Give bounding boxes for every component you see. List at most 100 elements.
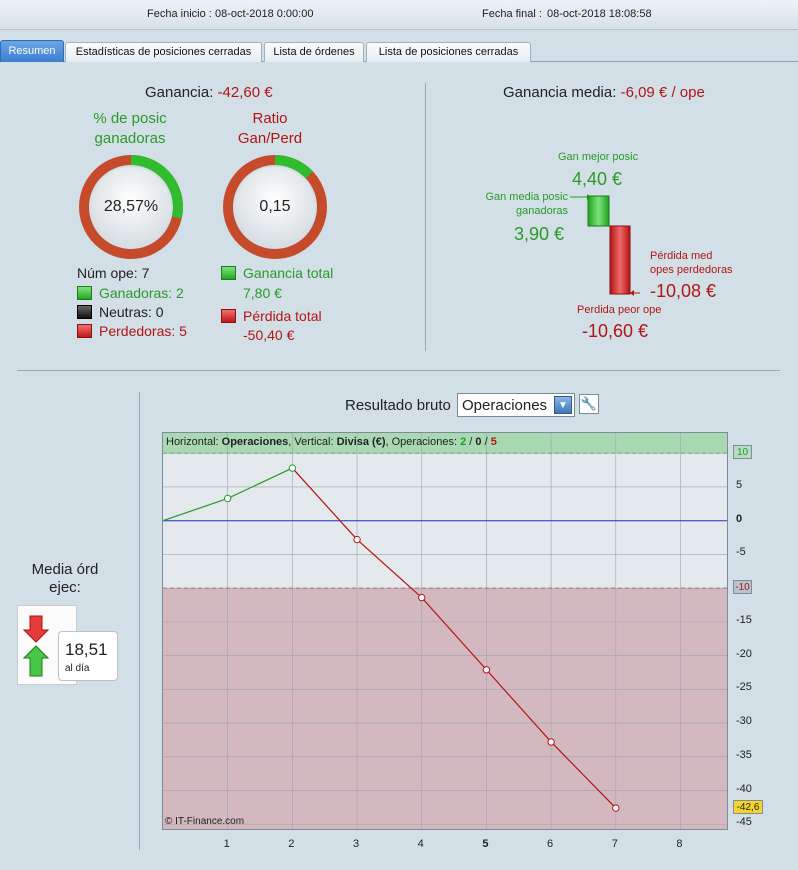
- ratio-title-line2: Gan/Perd: [237, 130, 303, 147]
- winners-ring-win-arc: [79, 155, 183, 259]
- y-tick-label: -20: [736, 647, 752, 660]
- total-gain-value: 7,80 €: [243, 285, 282, 301]
- ratio-value: 0,15: [259, 198, 291, 215]
- ratio-ring: [223, 155, 327, 259]
- avg-orders-label-line1: Media órd: [31, 561, 99, 578]
- avg-loss-label-line2: opes perdedoras: [650, 264, 733, 276]
- tab-orders-list[interactable]: Lista de órdenes: [264, 42, 364, 62]
- ratio-gauge: 0,15: [223, 155, 327, 259]
- losers-count: Perdedoras: 5: [99, 323, 187, 339]
- orders-per-day-unit: al día: [65, 663, 90, 674]
- average-profit-line: Ganancia media: -6,09 € / ope: [503, 84, 705, 101]
- best-position-label: Gan mejor posic: [558, 151, 639, 163]
- data-point[interactable]: [612, 804, 620, 812]
- data-point[interactable]: [353, 535, 361, 544]
- data-point[interactable]: [288, 464, 297, 472]
- chart-title: Resultado bruto: [345, 397, 451, 414]
- section-divider: [425, 83, 426, 351]
- worst-op-label: Perdida peor ope: [577, 304, 662, 316]
- profit-label: Ganancia:: [145, 84, 214, 101]
- data-point[interactable]: [223, 494, 232, 503]
- chart-mode-select[interactable]: Operaciones ▼: [457, 393, 575, 417]
- profit-zone: [163, 433, 727, 454]
- ratio-title: Ratio Gan/Perd: [210, 109, 330, 149]
- legend-ops-label: , Operaciones:: [385, 436, 461, 448]
- threshold-badge: -10: [733, 580, 752, 595]
- chart-legend: Horizontal: Operaciones, Vertical: Divis…: [163, 433, 727, 453]
- copyright: © IT-Finance.com: [165, 816, 245, 827]
- result-series: [163, 464, 620, 812]
- avg-win-value: 3,90 €: [514, 224, 565, 244]
- threshold-badge: 10: [733, 445, 752, 460]
- series-segment: [163, 497, 228, 522]
- tab-closed-positions-stats[interactable]: Estadísticas de posiciones cerradas: [65, 42, 262, 62]
- data-point[interactable]: [482, 666, 491, 674]
- avg-profit-bars: [570, 194, 640, 296]
- buy-sell-arrows-icon: [22, 615, 50, 677]
- y-tick-label: -35: [736, 748, 752, 761]
- winners-swatch: [77, 286, 92, 300]
- legend-losses: 5: [490, 436, 497, 448]
- avg-orders-label-line2: ejec:: [49, 579, 81, 596]
- y-tick-label: -45: [736, 816, 752, 829]
- x-tick-label: 5: [482, 838, 489, 850]
- orders-per-day-card: 18,51 al día: [58, 631, 118, 681]
- x-tick-label: 4: [417, 838, 424, 850]
- legend-h-label: Horizontal:: [166, 436, 222, 448]
- profit-line: Ganancia: -42,60 €: [145, 84, 273, 101]
- avg-win-label-line2: ganadoras: [516, 205, 568, 217]
- series-segment: [421, 597, 487, 671]
- avg-loss-label: Pérdida med opes perdedoras: [650, 249, 733, 277]
- tab-closed-positions-list[interactable]: Lista de posiciones cerradas: [366, 42, 531, 62]
- gross-result-chart: Horizontal: Operaciones, Vertical: Divis…: [162, 432, 728, 830]
- ratio-ring-win-arc: [223, 155, 327, 259]
- num-ops: Núm ope: 7: [77, 265, 150, 281]
- avg-loss-label-line1: Pérdida med: [650, 250, 713, 262]
- loss-zone: [163, 588, 727, 829]
- start-date-value: 08-oct-2018 0:00:00: [215, 8, 314, 20]
- series-segment: [227, 467, 293, 499]
- tab-bar: Resumen Estadísticas de posiciones cerra…: [0, 40, 798, 62]
- total-loss-swatch: [221, 309, 236, 323]
- neutral-count: Neutras: 0: [99, 304, 164, 320]
- y-tick-label: 5: [736, 478, 743, 491]
- average-profit-label: Ganancia media:: [503, 84, 617, 101]
- x-tick-label: 2: [288, 838, 295, 850]
- winners-count: Ganadoras: 2: [99, 285, 184, 301]
- total-gain-swatch: [221, 266, 236, 280]
- winners-pct-ring: [79, 155, 183, 259]
- neutral-swatch: [77, 305, 92, 319]
- last-value-badge: -42,6: [733, 800, 763, 815]
- chart-plot: [163, 433, 727, 829]
- y-tick-label: -15: [736, 613, 752, 626]
- x-tick-label: 3: [352, 838, 360, 850]
- losers-swatch: [77, 324, 92, 338]
- worst-op-value: -10,60 €: [582, 321, 649, 341]
- tab-resumen[interactable]: Resumen: [0, 40, 64, 62]
- chevron-down-icon[interactable]: ▼: [554, 396, 572, 414]
- wrench-icon[interactable]: 🔧: [579, 394, 599, 414]
- y-tick-label: -25: [736, 681, 752, 694]
- legend-wins: 2: [460, 436, 467, 448]
- series-segment: [356, 539, 423, 599]
- ratio-title-line1: Ratio: [252, 110, 288, 127]
- avg-win-label: Gan media posic ganadoras: [470, 190, 568, 218]
- winners-title-line1: % de posic: [93, 110, 167, 127]
- profit-value: -42,60 €: [217, 84, 273, 101]
- series-segment: [485, 669, 552, 743]
- data-point[interactable]: [418, 593, 426, 602]
- data-point[interactable]: [547, 738, 555, 746]
- avg-win-label-line1: Gan media posic: [485, 191, 568, 203]
- x-tick-label: 8: [676, 838, 683, 850]
- horizontal-divider: [17, 370, 780, 371]
- y-tick-label: -40: [736, 782, 752, 795]
- winners-pct-title: % de posic ganadoras: [70, 109, 190, 149]
- legend-h-value: Operaciones: [221, 436, 289, 448]
- avg-orders-label: Media órd ejec:: [10, 561, 120, 597]
- chart-mode-value: Operaciones: [462, 397, 548, 414]
- legend-sep2: /: [481, 436, 491, 448]
- winners-title-line2: ganadoras: [94, 130, 166, 147]
- y-tick-label: 0: [736, 512, 743, 525]
- orders-per-day-value: 18,51: [65, 640, 108, 659]
- total-loss-label: Pérdida total: [243, 308, 322, 324]
